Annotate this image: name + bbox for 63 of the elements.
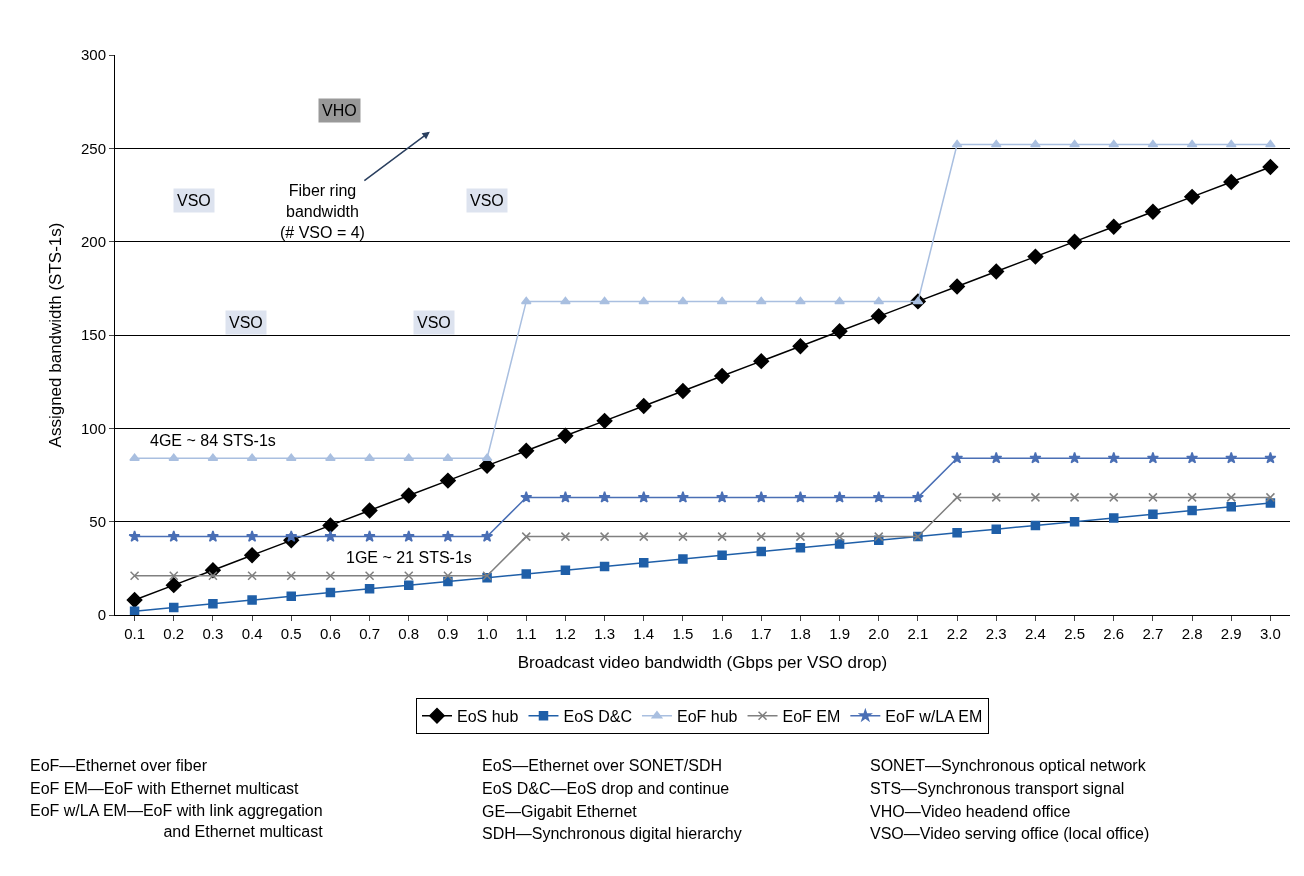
annotation: Fiber ring bandwidth (# VSO = 4) [280, 182, 365, 241]
x-tick-label: 0.6 [319, 625, 341, 642]
text: SONET—Synchronous optical network [870, 757, 1147, 774]
legend-label: EoF w/LA EM [885, 707, 983, 725]
legend-label: EoF hub [676, 707, 738, 725]
x-tick-label: 0.8 [398, 625, 420, 642]
text: VHO—Video headend office [870, 803, 1071, 820]
x-tick-label: 1.8 [789, 625, 811, 642]
legend-label: EoS D&C [563, 707, 632, 725]
x-tick-label: 2.9 [1220, 625, 1242, 642]
x-tick-label: 1.1 [515, 625, 537, 642]
text: GE—Gigabit Ethernet [482, 803, 638, 820]
y-tick-label: 300 [80, 46, 106, 64]
y-tick-label: 250 [80, 139, 106, 157]
x-tick-label: 3.0 [1259, 625, 1281, 642]
x-tick-label: 1.2 [554, 625, 576, 642]
annotation: VSO [417, 314, 451, 331]
x-tick-label: 2.8 [1181, 625, 1203, 642]
x-tick-label: 0.5 [280, 625, 302, 642]
x-tick-label: 2.0 [868, 625, 890, 642]
x-tick-label: 2.5 [1064, 625, 1086, 642]
y-tick-label: 200 [80, 232, 106, 250]
x-tick-label: 0.2 [163, 625, 185, 642]
x-tick-label: 1.7 [750, 625, 772, 642]
x-tick-label: 1.6 [711, 625, 733, 642]
x-tick-label: 1.9 [829, 625, 851, 642]
x-tick-label: 1.0 [476, 625, 498, 642]
x-tick-label: 0.1 [124, 625, 146, 642]
y-tick-label: 0 [97, 606, 106, 624]
x-tick-label: 1.3 [594, 625, 616, 642]
x-tick-label: 2.4 [1024, 625, 1046, 642]
text: EoS D&C—EoS drop and continue [482, 780, 730, 797]
x-tick-label: 0.4 [241, 625, 263, 642]
x-tick-label: 2.6 [1103, 625, 1125, 642]
x-tick-label: 0.9 [437, 625, 459, 642]
annotation: VSO [229, 314, 263, 331]
x-tick-label: 2.1 [907, 625, 929, 642]
y-tick-label: 150 [80, 326, 106, 344]
legend-label: EoF EM [782, 707, 841, 725]
x-tick-label: 1.5 [672, 625, 694, 642]
text: SDH—Synchronous digital hierarchy [482, 825, 742, 842]
y-tick-label: 100 [80, 419, 106, 437]
x-tick-label: 2.3 [985, 625, 1007, 642]
y-tick-label: 50 [89, 512, 106, 530]
x-axis-title: Broadcast video bandwidth (Gbps per VSO drop) [517, 653, 888, 673]
x-tick-label: 0.3 [202, 625, 224, 642]
legend-label: EoS hub [457, 707, 519, 725]
annotation: VSO [177, 192, 211, 209]
text: VSO—Video serving office (local office) [870, 825, 1150, 842]
x-tick-label: 0.7 [359, 625, 381, 642]
text: STS—Synchronous transport signal [870, 780, 1125, 797]
annotation: VSO [470, 192, 504, 209]
text: EoS—Ethernet over SONET/SDH [482, 757, 723, 774]
annotation: VHO [322, 102, 357, 119]
annotation: 1GE ~ 21 STS-1s [346, 549, 472, 566]
x-tick-label: 2.7 [1142, 625, 1164, 642]
text: EoF EM—EoF with Ethernet multicast [30, 780, 300, 797]
text: EoF w/LA EM—EoF with link aggregation and Ethernet multicast [30, 802, 324, 840]
x-tick-label: 1.4 [633, 625, 655, 642]
annotation: 4GE ~ 84 STS-1s [150, 432, 276, 449]
x-tick-label: 2.2 [946, 625, 968, 642]
text: EoF—Ethernet over fiber [30, 757, 208, 774]
y-axis-title: Assigned bandwidth (STS-1s) [45, 222, 65, 448]
